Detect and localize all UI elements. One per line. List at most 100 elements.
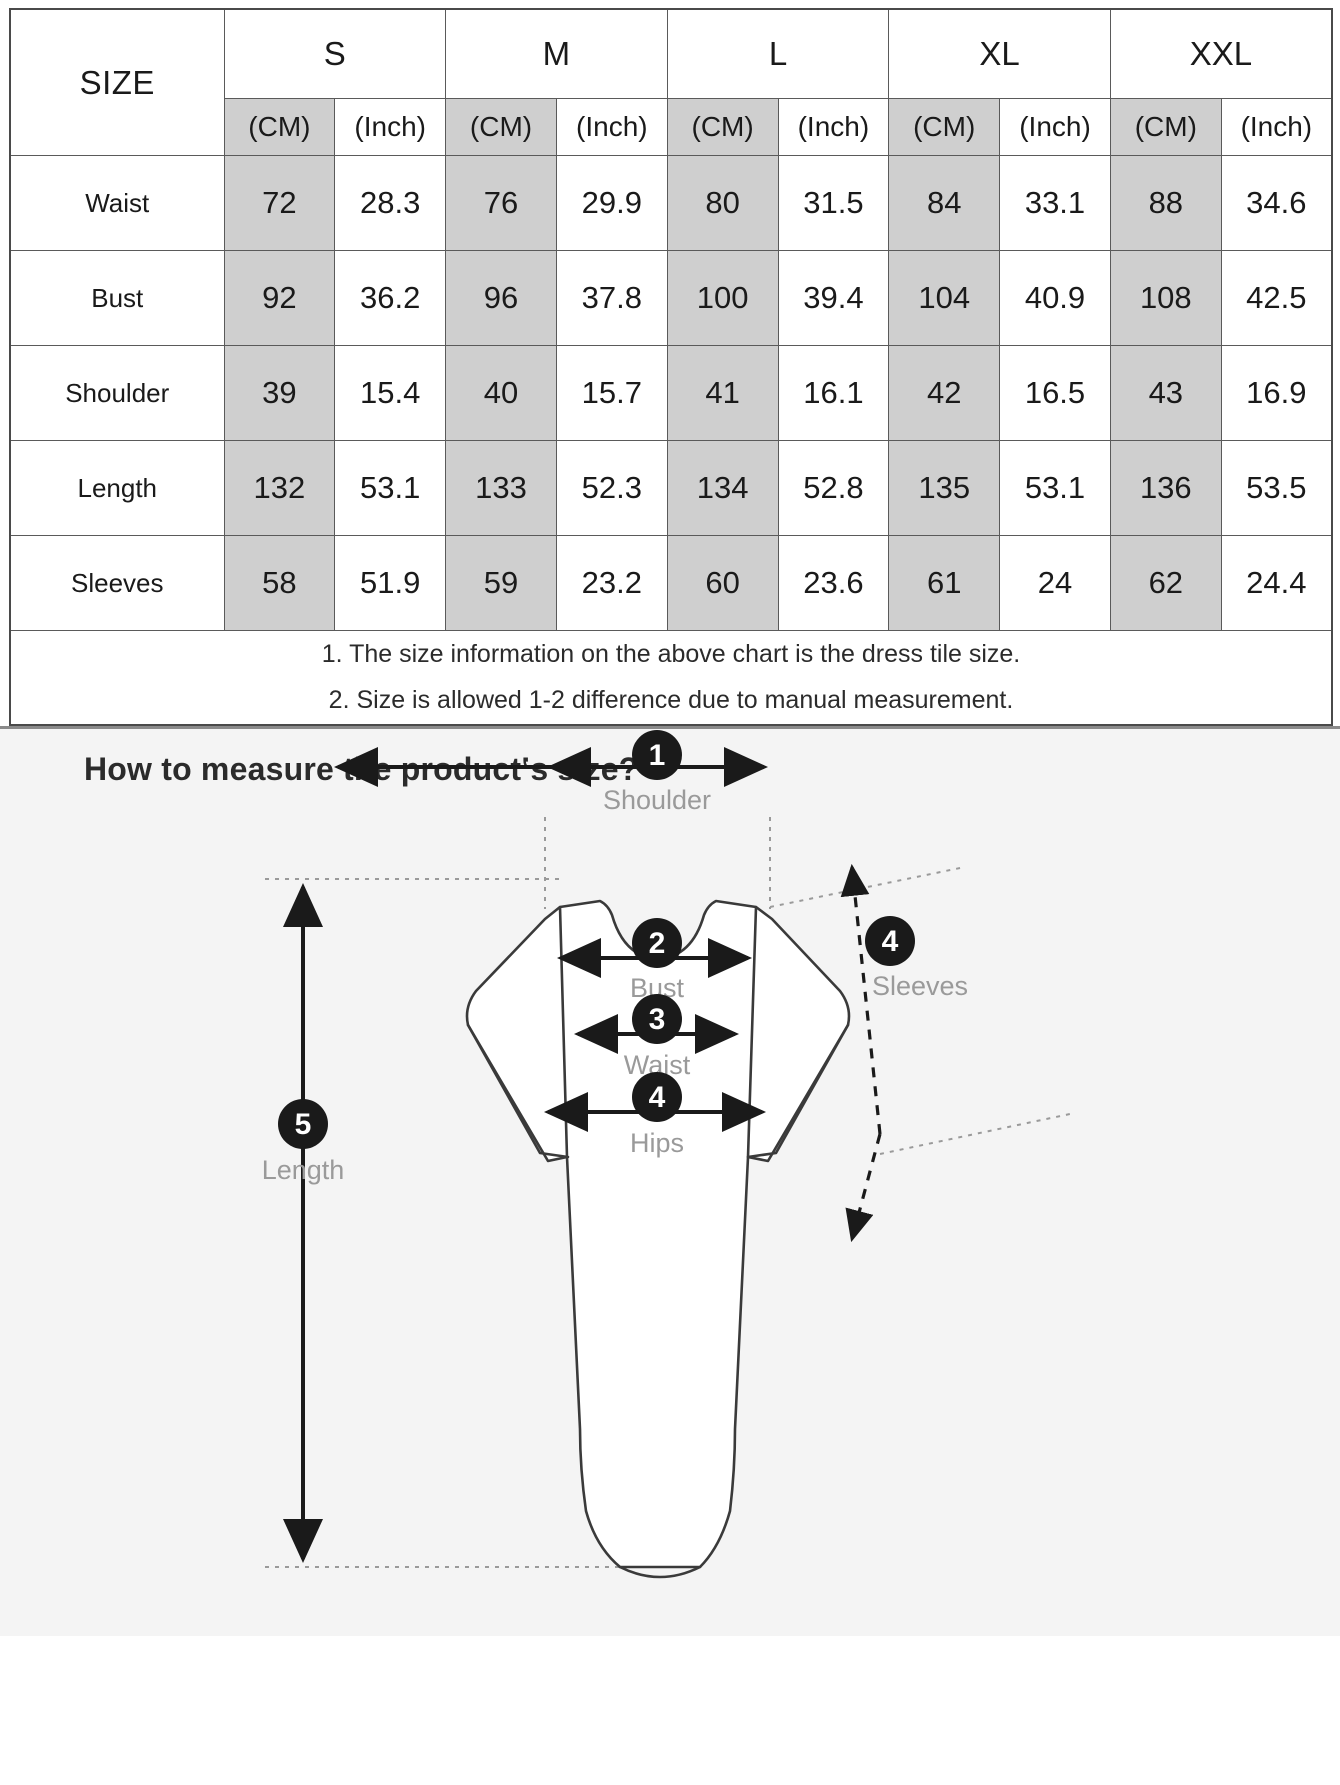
- cell-shoulder-m-inch: 15.7: [555, 345, 668, 441]
- bust-number: 2: [649, 927, 666, 960]
- cell-sleeves-l-inch: 23.6: [777, 535, 890, 631]
- waist-number-badge: [632, 993, 682, 1044]
- cell-waist-l-cm: 80: [666, 155, 779, 251]
- dress-right-sleeve-fold: [746, 1023, 850, 1158]
- row-label-waist: Waist: [9, 155, 225, 251]
- cell-shoulder-l-inch: 16.1: [777, 345, 890, 441]
- cell-sleeves-l-cm: 60: [666, 535, 779, 631]
- size-header-xl: XL: [888, 8, 1111, 99]
- callout-length: 5 Length: [262, 882, 345, 1563]
- cell-bust-l-inch: 39.4: [777, 250, 890, 346]
- unit-header-xl-cm: (CM): [888, 98, 1001, 156]
- header-row-sizes: SIZE S M L XL XXL: [9, 8, 1333, 156]
- cell-waist-m-cm: 76: [445, 155, 557, 251]
- guide-lines: [265, 816, 1071, 1568]
- cell-shoulder-xxl-cm: 43: [1109, 345, 1222, 441]
- cell-length-xl-cm: 135: [888, 440, 1001, 536]
- cell-waist-xxl-inch: 34.6: [1220, 155, 1333, 251]
- cell-length-xxl-inch: 53.5: [1220, 440, 1333, 536]
- cell-shoulder-xl-inch: 16.5: [999, 345, 1111, 441]
- cell-sleeves-xxl-cm: 62: [1109, 535, 1222, 631]
- waist-number: 3: [649, 1003, 666, 1036]
- table-header: SIZE S M L XL XXL (CM) (Inch) (CM) (Inch…: [9, 8, 1333, 156]
- guide-sleeve-upper: [769, 865, 966, 908]
- cell-length-m-inch: 52.3: [555, 440, 668, 536]
- dress-outline: [465, 899, 851, 1578]
- unit-header-s-inch: (Inch): [334, 98, 447, 156]
- cell-shoulder-s-cm: 39: [223, 345, 336, 441]
- cell-shoulder-xl-cm: 42: [888, 345, 1001, 441]
- dress-measure-diagram: 1 Shoulder 2 Bust 3 Waist 4 Hips: [262, 729, 1071, 1578]
- cell-length-xl-inch: 53.1: [999, 440, 1111, 536]
- cell-bust-s-cm: 92: [223, 250, 336, 346]
- cell-shoulder-m-cm: 40: [445, 345, 557, 441]
- cell-bust-s-inch: 36.2: [334, 250, 447, 346]
- cell-sleeves-m-cm: 59: [445, 535, 557, 631]
- cell-length-s-cm: 132: [223, 440, 336, 536]
- hips-number: 4: [649, 1081, 666, 1114]
- shoulder-number: 1: [649, 739, 666, 772]
- cell-bust-xxl-inch: 42.5: [1220, 250, 1333, 346]
- sleeves-number-badge: [865, 915, 915, 966]
- note-1: 1. The size information on the above cha…: [321, 640, 1021, 668]
- length-number: 5: [295, 1108, 312, 1141]
- corner-size-label: SIZE: [9, 8, 225, 156]
- sleeves-number: 4: [882, 925, 899, 958]
- measure-diagram-panel: How to measure the product‛s size?: [0, 725, 1340, 1636]
- callout-shoulder: 1 Shoulder: [334, 729, 768, 815]
- cell-waist-m-inch: 29.9: [555, 155, 668, 251]
- cell-waist-xxl-cm: 88: [1109, 155, 1222, 251]
- cell-bust-l-cm: 100: [666, 250, 779, 346]
- table-row: Length 132 53.1 133 52.3 134 52.8 135 53…: [9, 440, 1333, 536]
- row-label-shoulder: Shoulder: [9, 345, 225, 441]
- notes-row: 1. The size information on the above cha…: [9, 630, 1333, 725]
- cell-bust-xl-cm: 104: [888, 250, 1001, 346]
- dress-hemline: [618, 1565, 702, 1578]
- cell-sleeves-xl-inch: 24: [999, 535, 1111, 631]
- cell-shoulder-l-cm: 41: [666, 345, 779, 441]
- shoulder-number-badge: [632, 729, 682, 780]
- cell-sleeves-xl-cm: 61: [888, 535, 1001, 631]
- unit-header-m-inch: (Inch): [555, 98, 668, 156]
- unit-header-m-cm: (CM): [445, 98, 557, 156]
- cell-length-l-cm: 134: [666, 440, 779, 536]
- cell-waist-s-inch: 28.3: [334, 155, 447, 251]
- cell-waist-s-cm: 72: [223, 155, 336, 251]
- notes-container: 1. The size information on the above cha…: [9, 630, 1333, 725]
- cell-length-s-inch: 53.1: [334, 440, 447, 536]
- sleeves-arrow-down: [845, 1133, 882, 1242]
- callout-sleeves: 4 Sleeves: [840, 863, 968, 1242]
- cell-shoulder-xxl-inch: 16.9: [1220, 345, 1333, 441]
- cell-bust-m-inch: 37.8: [555, 250, 668, 346]
- header-row-units: (CM) (Inch) (CM) (Inch) (CM) (Inch) (CM)…: [10, 98, 1333, 156]
- length-number-badge: [278, 1098, 328, 1149]
- unit-header-xxl-cm: (CM): [1109, 98, 1222, 156]
- guide-sleeve-lower: [879, 1112, 1071, 1155]
- unit-header-xxl-inch: (Inch): [1220, 98, 1333, 156]
- size-header-xxl: XXL: [1109, 8, 1333, 99]
- bust-number-badge: [632, 917, 682, 968]
- cell-waist-xl-inch: 33.1: [999, 155, 1111, 251]
- cell-sleeves-s-cm: 58: [223, 535, 336, 631]
- dress-left-sleeve-fold: [466, 1023, 570, 1158]
- cell-sleeves-s-inch: 51.9: [334, 535, 447, 631]
- cell-shoulder-s-inch: 15.4: [334, 345, 447, 441]
- callout-hips: 4 Hips: [544, 1071, 766, 1158]
- size-header-m: M: [445, 8, 668, 99]
- sleeves-label: Sleeves: [872, 971, 968, 1001]
- size-chart-table: SIZE S M L XL XXL (CM) (Inch) (CM) (Inch…: [9, 8, 1333, 726]
- table-row: Sleeves 58 51.9 59 23.2 60 23.6 61 24 62…: [9, 535, 1333, 631]
- row-label-sleeves: Sleeves: [9, 535, 225, 631]
- unit-header-s-cm: (CM): [223, 98, 336, 156]
- length-label: Length: [262, 1155, 345, 1185]
- cell-bust-xl-inch: 40.9: [999, 250, 1111, 346]
- shoulder-label: Shoulder: [603, 785, 711, 815]
- cell-waist-l-inch: 31.5: [777, 155, 890, 251]
- cell-waist-xl-cm: 84: [888, 155, 1001, 251]
- sleeves-arrow-up: [840, 863, 882, 1134]
- cell-bust-xxl-cm: 108: [1109, 250, 1222, 346]
- hips-number-badge: [632, 1071, 682, 1122]
- row-label-length: Length: [9, 440, 225, 536]
- size-header-l: L: [666, 8, 890, 99]
- cell-sleeves-xxl-inch: 24.4: [1220, 535, 1333, 631]
